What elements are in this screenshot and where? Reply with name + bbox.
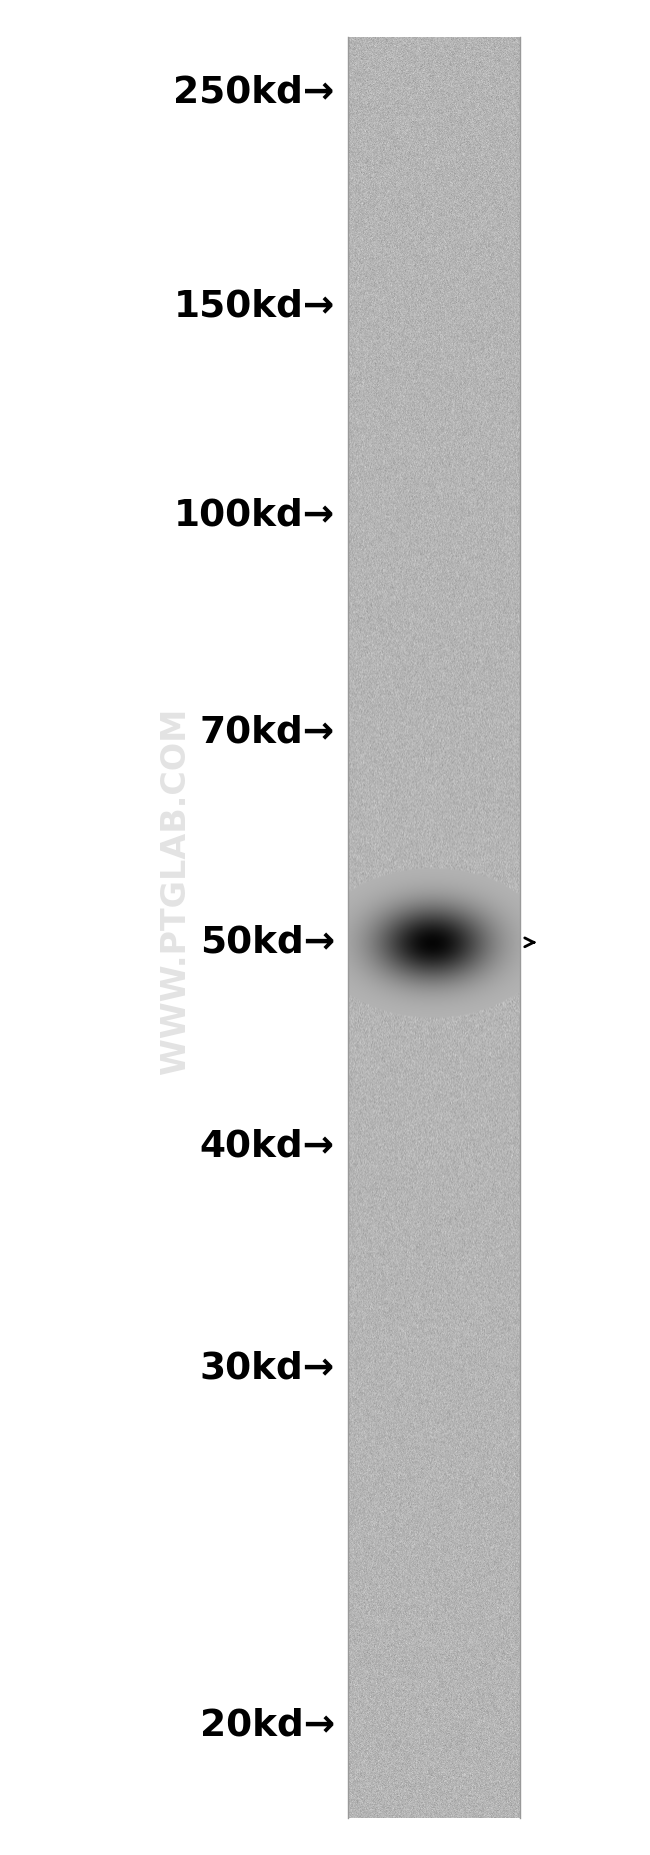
Text: WWW.PTGLAB.COM: WWW.PTGLAB.COM bbox=[159, 707, 192, 1074]
Text: 50kd→: 50kd→ bbox=[200, 924, 335, 961]
Text: 100kd→: 100kd→ bbox=[174, 497, 335, 534]
Text: 70kd→: 70kd→ bbox=[200, 714, 335, 751]
Text: 150kd→: 150kd→ bbox=[174, 288, 335, 325]
Text: 250kd→: 250kd→ bbox=[174, 74, 335, 111]
Text: 20kd→: 20kd→ bbox=[200, 1707, 335, 1744]
Text: 40kd→: 40kd→ bbox=[200, 1128, 335, 1165]
Text: 30kd→: 30kd→ bbox=[200, 1350, 335, 1388]
